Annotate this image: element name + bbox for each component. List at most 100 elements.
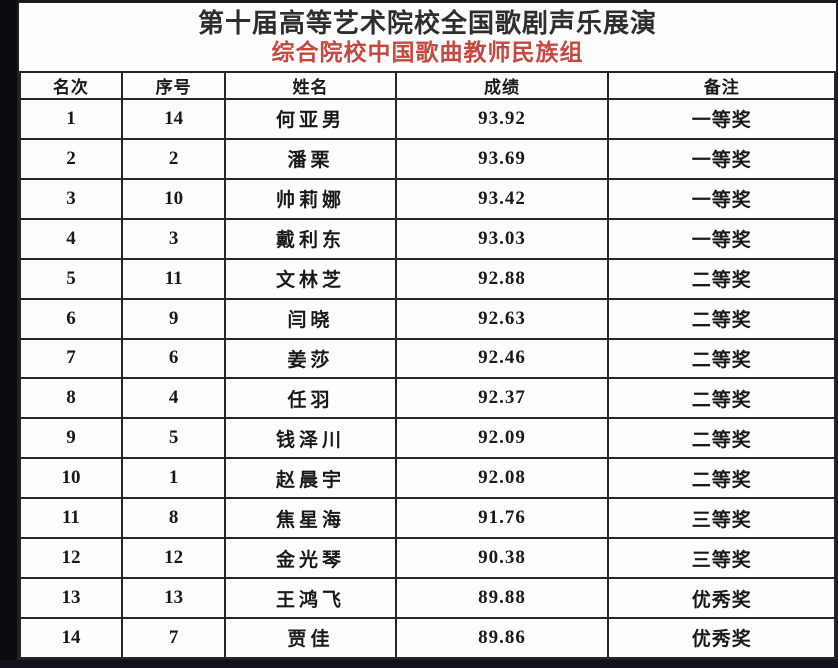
table-row: 3 10 帅莉娜 93.42 一等奖 xyxy=(19,177,836,220)
table-row: 12 12 金光琴 90.38 三等奖 xyxy=(19,537,836,580)
rank-cell: 2 xyxy=(19,137,123,180)
name-cell: 钱泽川 xyxy=(224,417,397,460)
award-cell: 二等奖 xyxy=(607,377,836,420)
table-row: 8 4 任羽 92.37 二等奖 xyxy=(19,377,836,420)
name-cell: 王鸿飞 xyxy=(224,577,397,619)
table-header: 名次 序号 姓名 成绩 备注 xyxy=(19,71,836,100)
column-header-rank: 名次 xyxy=(19,71,123,100)
name-cell: 赵晨宇 xyxy=(224,457,397,500)
award-cell: 一等奖 xyxy=(607,177,836,220)
score-cell: 93.69 xyxy=(394,137,610,180)
results-table: 名次 序号 姓名 成绩 备注 1 14 何亚男 93.92 一等奖 2 2 潘栗 93.69 一等… xyxy=(19,71,836,660)
number-cell: 7 xyxy=(120,616,227,660)
score-cell: 92.09 xyxy=(394,417,610,460)
rank-cell: 11 xyxy=(19,497,123,540)
score-cell: 92.08 xyxy=(394,457,610,500)
rank-cell: 14 xyxy=(19,616,123,660)
left-edge-bar xyxy=(0,0,17,668)
score-cell: 89.88 xyxy=(394,577,610,619)
column-header-score: 成绩 xyxy=(394,71,610,100)
score-cell: 93.42 xyxy=(394,177,610,220)
header-row: 名次 序号 姓名 成绩 备注 xyxy=(19,71,836,100)
score-cell: 93.03 xyxy=(394,217,610,260)
column-header-number: 序号 xyxy=(120,71,227,100)
rank-cell: 1 xyxy=(19,98,123,140)
table-row: 7 6 姜莎 92.46 二等奖 xyxy=(19,337,836,380)
award-cell: 三等奖 xyxy=(607,497,836,540)
table-row: 11 8 焦星海 91.76 三等奖 xyxy=(19,497,836,540)
table-row: 13 13 王鸿飞 89.88 优秀奖 xyxy=(19,577,836,619)
score-cell: 92.46 xyxy=(394,337,610,380)
table-row: 10 1 赵晨宇 92.08 二等奖 xyxy=(19,457,836,500)
award-cell: 二等奖 xyxy=(607,457,836,500)
name-cell: 戴利东 xyxy=(224,217,397,260)
number-cell: 14 xyxy=(120,98,227,140)
award-cell: 优秀奖 xyxy=(607,577,836,619)
award-cell: 一等奖 xyxy=(607,137,836,180)
name-cell: 闫晓 xyxy=(224,297,397,340)
rank-cell: 8 xyxy=(19,377,123,420)
number-cell: 4 xyxy=(120,377,227,420)
score-cell: 90.38 xyxy=(394,537,610,580)
name-cell: 潘栗 xyxy=(224,137,397,180)
number-cell: 1 xyxy=(120,457,227,500)
award-cell: 三等奖 xyxy=(607,537,836,580)
bottom-edge-bar xyxy=(0,660,838,668)
number-cell: 9 xyxy=(120,297,227,340)
rank-cell: 3 xyxy=(19,177,123,220)
number-cell: 11 xyxy=(120,257,227,300)
award-cell: 一等奖 xyxy=(607,98,836,140)
table-row: 9 5 钱泽川 92.09 二等奖 xyxy=(19,417,836,460)
table-row: 4 3 戴利东 93.03 一等奖 xyxy=(19,217,836,260)
results-sheet: 第十届高等艺术院校全国歌剧声乐展演 综合院校中国歌曲教师民族组 名次 序号 姓名… xyxy=(17,2,838,661)
rank-cell: 9 xyxy=(19,417,123,460)
rank-cell: 6 xyxy=(19,297,123,340)
page-title: 第十届高等艺术院校全国歌剧声乐展演 xyxy=(197,8,657,39)
name-cell: 文林芝 xyxy=(224,257,397,300)
name-cell: 姜莎 xyxy=(224,337,397,380)
name-cell: 帅莉娜 xyxy=(224,177,397,220)
score-cell: 89.86 xyxy=(394,616,610,660)
name-cell: 金光琴 xyxy=(224,537,397,580)
table-row: 1 14 何亚男 93.92 一等奖 xyxy=(19,98,836,140)
table-row: 5 11 文林芝 92.88 二等奖 xyxy=(19,257,836,300)
results-body: 1 14 何亚男 93.92 一等奖 2 2 潘栗 93.69 一等奖 3 10 帅莉娜 93.42 一等奖… xyxy=(19,98,836,660)
name-cell: 焦星海 xyxy=(224,497,397,540)
number-cell: 6 xyxy=(120,337,227,380)
number-cell: 2 xyxy=(120,137,227,180)
rank-cell: 13 xyxy=(19,577,123,619)
score-cell: 92.63 xyxy=(394,297,610,340)
award-cell: 二等奖 xyxy=(607,337,836,380)
number-cell: 3 xyxy=(120,217,227,260)
column-header-award: 备注 xyxy=(607,71,836,100)
page-subtitle: 综合院校中国歌曲教师民族组 xyxy=(271,38,584,65)
rank-cell: 4 xyxy=(19,217,123,260)
rank-cell: 10 xyxy=(19,457,123,500)
score-cell: 93.92 xyxy=(394,98,610,140)
award-cell: 二等奖 xyxy=(607,257,836,300)
table-row: 14 7 贾佳 89.86 优秀奖 xyxy=(19,616,836,660)
award-cell: 优秀奖 xyxy=(607,616,836,660)
top-edge-line xyxy=(0,0,838,3)
score-cell: 92.37 xyxy=(394,377,610,420)
column-header-name: 姓名 xyxy=(224,71,397,100)
table-row: 2 2 潘栗 93.69 一等奖 xyxy=(19,137,836,180)
name-cell: 何亚男 xyxy=(224,98,397,140)
rank-cell: 5 xyxy=(19,257,123,300)
number-cell: 8 xyxy=(120,497,227,540)
name-cell: 贾佳 xyxy=(224,616,397,660)
title-block: 第十届高等艺术院校全国歌剧声乐展演 综合院校中国歌曲教师民族组 xyxy=(19,3,836,71)
award-cell: 二等奖 xyxy=(607,417,836,460)
table-row: 6 9 闫晓 92.63 二等奖 xyxy=(19,297,836,340)
award-cell: 二等奖 xyxy=(607,297,836,340)
number-cell: 12 xyxy=(120,537,227,580)
number-cell: 13 xyxy=(120,577,227,619)
number-cell: 10 xyxy=(120,177,227,220)
award-cell: 一等奖 xyxy=(607,217,836,260)
name-cell: 任羽 xyxy=(224,377,397,420)
rank-cell: 7 xyxy=(19,337,123,380)
number-cell: 5 xyxy=(120,417,227,460)
score-cell: 91.76 xyxy=(394,497,610,540)
score-cell: 92.88 xyxy=(394,257,610,300)
